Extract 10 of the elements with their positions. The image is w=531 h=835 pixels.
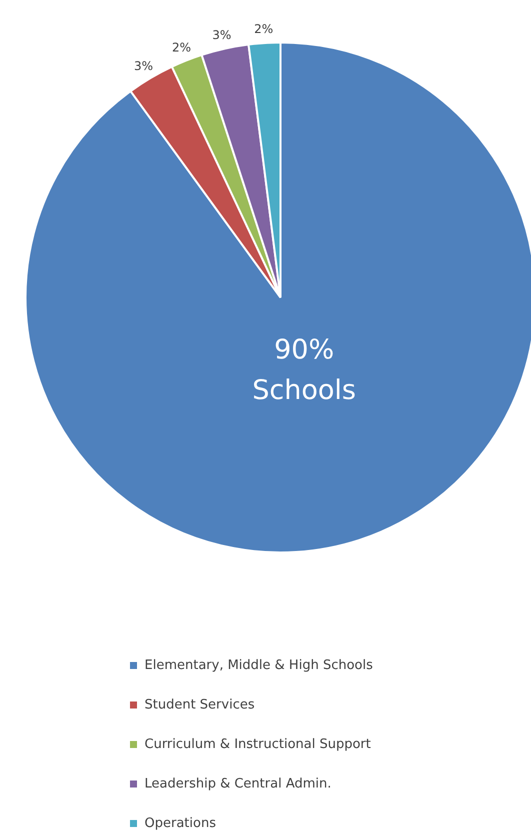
legend-label: Leadership & Central Admin. <box>144 776 332 792</box>
data-label: 2% <box>254 22 274 36</box>
data-label: 3% <box>212 28 232 42</box>
data-label: 90% Schools <box>252 334 356 406</box>
legend-label: Student Services <box>144 698 255 712</box>
data-label: 2% <box>172 40 192 54</box>
data-label: 3% <box>134 58 154 73</box>
legend-label: Elementary, Middle & High Schools <box>144 658 374 673</box>
legend-label: Operations <box>144 816 216 831</box>
legend-label: Curriculum & Instructional Support <box>144 737 371 752</box>
